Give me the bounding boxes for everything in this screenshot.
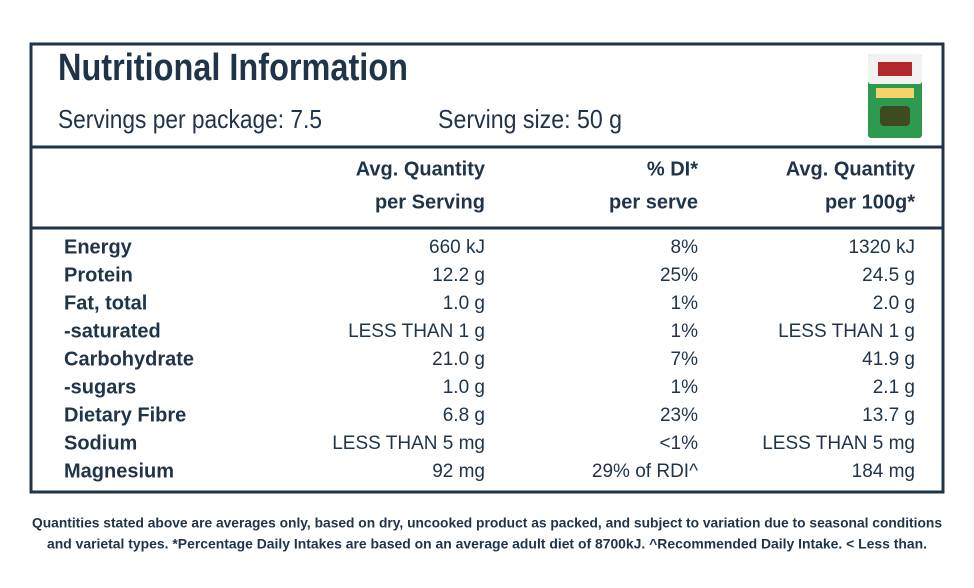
nutrient-value: 12.2 g [432,265,485,286]
nutrient-value: 92 mg [432,461,485,482]
nutrient-name: -saturated [64,320,161,342]
nutrient-value: 23% [660,405,698,426]
nutrient-name: Energy [64,236,133,258]
nutrient-name: Magnesium [64,460,174,482]
nutrient-value: 7% [671,349,699,370]
nutrient-value: 184 mg [852,461,915,482]
nutrient-value: 21.0 g [432,349,485,370]
column-header: per 100g* [825,191,915,213]
title: Nutritional Information [58,47,408,89]
nutrient-name: Protein [64,264,133,286]
nutrient-value: 8% [671,237,699,258]
nutrient-name: Sodium [64,432,137,454]
column-header: per Serving [375,191,485,213]
nutrient-value: 1320 kJ [848,237,915,258]
nutrient-value: 1% [671,293,699,314]
column-header: per serve [609,191,698,213]
serving-size: Serving size: 50 g [438,104,622,134]
nutrient-value: LESS THAN 5 mg [332,433,485,454]
nutrient-value: 1.0 g [443,293,485,314]
nutrient-value: LESS THAN 5 mg [762,433,915,454]
footnote: and varietal types. *Percentage Daily In… [47,536,927,552]
nutrient-value: <1% [659,433,698,454]
footnote: Quantities stated above are averages onl… [32,515,942,531]
nutrient-name: -sugars [64,376,136,398]
nutrient-name: Fat, total [64,292,147,314]
nutrient-value: 6.8 g [443,405,485,426]
column-header: Avg. Quantity [356,158,486,180]
nutrient-value: 1% [671,377,699,398]
nutrient-value: 41.9 g [862,349,915,370]
nutrient-value: 25% [660,265,698,286]
nutrient-value: 1% [671,321,699,342]
nutrient-value: LESS THAN 1 g [778,321,915,342]
nutrient-value: 13.7 g [862,405,915,426]
nutrient-name: Carbohydrate [64,348,194,370]
servings: Servings per package: 7.5 [58,104,322,134]
table: Avg. Quantity per Serving % DI* per serve Av… [64,158,916,482]
nutrient-value: LESS THAN 1 g [348,321,485,342]
column-header: % DI* [647,158,698,180]
nutrient-value: 24.5 g [862,265,915,286]
column-header: Avg. Quantity [786,158,916,180]
nutrient-value: 2.1 g [873,377,915,398]
nutrient-value: 660 kJ [429,237,485,258]
nutrient-value: 29% of RDI^ [592,461,698,482]
product-image [868,54,922,138]
nutrient-name: Dietary Fibre [64,404,186,426]
nutrient-value: 1.0 g [443,377,485,398]
nutrient-value: 2.0 g [873,293,915,314]
panel-border [29,42,945,494]
